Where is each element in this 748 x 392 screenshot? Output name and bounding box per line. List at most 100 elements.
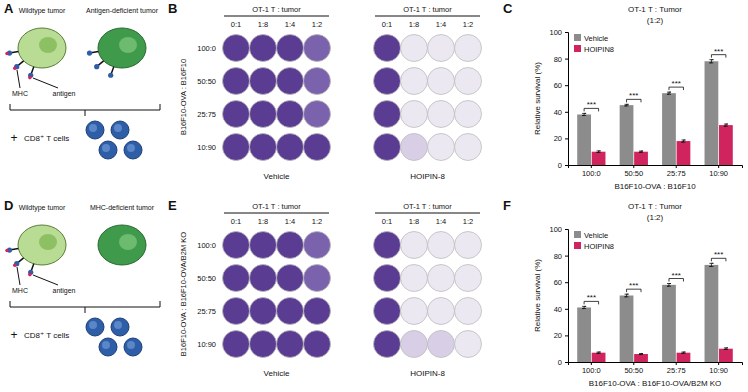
tick: 25:75	[667, 362, 686, 375]
tick-mark	[676, 362, 677, 365]
pointer	[17, 267, 20, 285]
well	[428, 265, 455, 292]
well	[304, 101, 331, 128]
t-cell	[86, 121, 104, 139]
tick: 0	[558, 358, 568, 367]
tick-mark	[633, 362, 634, 365]
bar	[719, 125, 733, 165]
y-axis-title: Relative survival (%)	[533, 259, 542, 332]
antigen	[28, 273, 32, 277]
legend: VehicleHOIPIN8	[574, 231, 614, 251]
row-label: 50:50	[197, 77, 216, 86]
well	[401, 232, 428, 259]
tick: 40	[554, 305, 568, 314]
well	[374, 232, 401, 259]
tick-label: 100	[549, 225, 562, 234]
bracket	[85, 110, 86, 116]
nucleus	[119, 234, 137, 250]
well	[250, 35, 277, 62]
well	[401, 298, 428, 325]
column-label: 0:1	[382, 20, 392, 29]
column-label: 1:8	[409, 217, 419, 226]
plate-header: OT-1 T : tumor	[252, 5, 301, 14]
antigen-label: antigen	[53, 90, 76, 98]
significance: ***	[714, 250, 723, 259]
well	[223, 298, 250, 325]
figure: AWildtype tumorAntigen-deficient tumorMH…	[0, 0, 748, 392]
tick: 100:0	[582, 165, 601, 178]
bar	[620, 296, 634, 363]
well	[374, 134, 401, 161]
bracket	[10, 301, 160, 307]
error-bar	[667, 284, 671, 287]
tick-label: 40	[554, 108, 562, 117]
t-cell-label: CD8⁺ T cells	[24, 331, 69, 340]
bar	[705, 265, 719, 362]
y-axis-title: Relative survival (%)	[533, 62, 542, 135]
nucleus	[39, 37, 57, 53]
t-cell-core	[89, 321, 97, 329]
significance: ***	[672, 271, 681, 280]
legend-swatch	[574, 45, 581, 52]
column-label: 1:4	[436, 217, 446, 226]
treatment-label: HOIPIN-8	[410, 172, 445, 181]
well	[428, 298, 455, 325]
well	[250, 331, 277, 358]
y-axis: 020406080100	[549, 28, 568, 170]
tick: 10:90	[709, 165, 728, 178]
bar	[577, 307, 591, 362]
bracket	[85, 307, 86, 313]
x-axis: 100:050:5025:7510:90	[569, 362, 743, 375]
axis-line	[569, 363, 743, 366]
panel-label: F	[503, 198, 511, 213]
well	[401, 134, 428, 161]
error-bar	[709, 263, 713, 266]
plate-panel: BB16F10-OVA : B16F10100:050:5025:7510:90…	[168, 1, 482, 181]
tick-mark	[591, 362, 592, 365]
bar	[634, 152, 648, 165]
tick: 60	[554, 278, 568, 287]
pointer	[33, 78, 58, 88]
well	[277, 35, 304, 62]
tick-label: 25:75	[667, 169, 686, 178]
error-bar	[681, 140, 685, 142]
tick-label: 100:0	[582, 169, 601, 178]
well	[250, 232, 277, 259]
well	[374, 298, 401, 325]
well	[374, 101, 401, 128]
nucleus	[39, 234, 57, 250]
tick-mark	[676, 165, 677, 168]
well	[428, 134, 455, 161]
well	[428, 35, 455, 62]
x-axis-title: B16F10-OVA : B16F10-OVA/B2M KO	[589, 379, 722, 388]
cell-label: Wildtype tumor	[19, 7, 66, 15]
well	[304, 35, 331, 62]
well	[374, 265, 401, 292]
tick-mark	[633, 165, 634, 168]
antigen	[5, 52, 9, 56]
subtitle: (1:2)	[647, 16, 664, 25]
plus: +	[10, 131, 17, 145]
axis-line	[565, 230, 569, 363]
tick-label: 60	[554, 278, 562, 287]
row-label: 10:90	[197, 143, 216, 152]
well	[250, 101, 277, 128]
tick: 50:50	[624, 362, 643, 375]
nucleus	[119, 37, 137, 53]
t-cell	[99, 141, 117, 159]
t-cell-core	[114, 124, 122, 132]
tick: 50:50	[624, 165, 643, 178]
column-label: 1:8	[258, 20, 268, 29]
well	[455, 331, 482, 358]
well	[428, 232, 455, 259]
title: OT-1 T : Tumor	[628, 202, 682, 211]
tick-mark	[718, 165, 719, 168]
plate-header: OT-1 T : tumor	[403, 5, 452, 14]
well	[455, 35, 482, 62]
well	[223, 134, 250, 161]
tick: 60	[554, 81, 568, 90]
tick-mark	[565, 229, 568, 230]
y-axis: 020406080100	[549, 225, 568, 367]
row-label: 100:0	[197, 241, 216, 250]
tick: 80	[554, 55, 568, 64]
